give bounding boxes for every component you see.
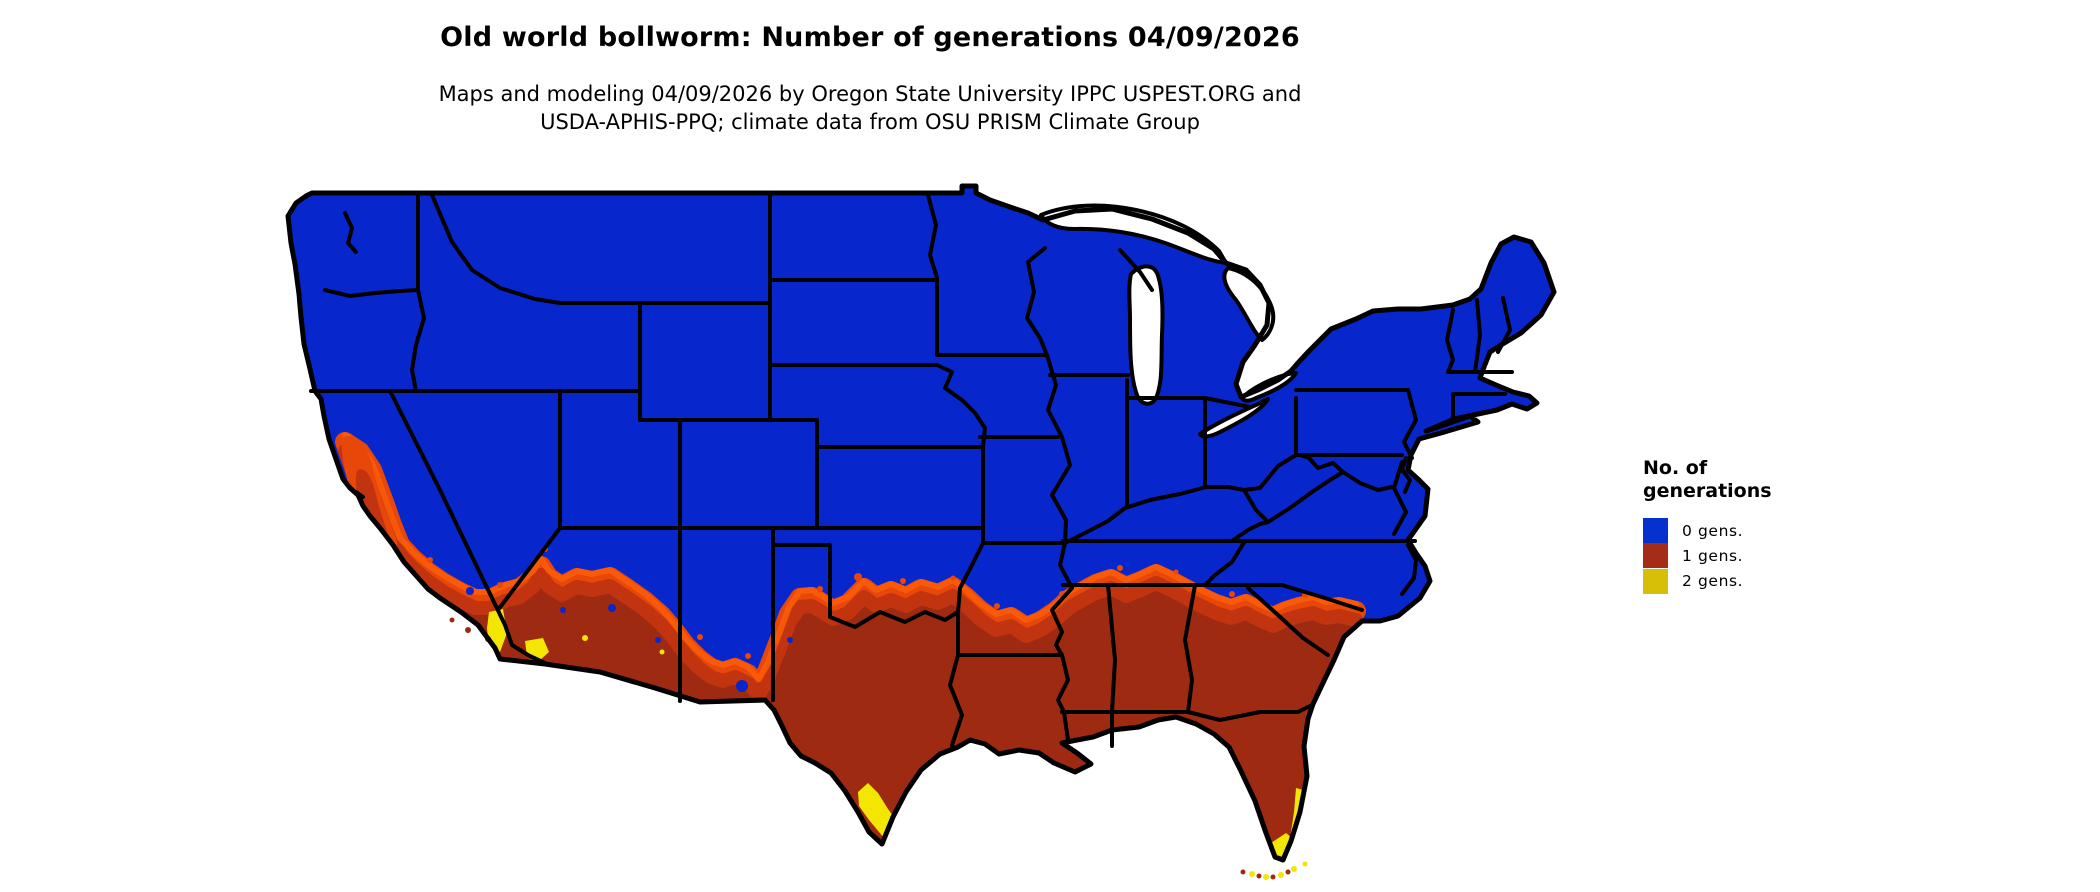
legend-title-line-1: No. of (1643, 457, 1708, 479)
legend-title-line-2: generations (1643, 480, 1772, 502)
legend-item-0-gens: 0 gens. (1643, 518, 1883, 544)
lake-superior (1039, 203, 1228, 265)
florida-keys-two-gen (1249, 861, 1308, 880)
legend-label-1-gens: 1 gens. (1682, 546, 1744, 565)
legend-swatch-2-gens (1643, 568, 1668, 594)
legend-item-2-gens: 2 gens. (1643, 568, 1883, 594)
subtitle-line-2: USDA-APHIS-PPQ; climate data from OSU PR… (540, 110, 1200, 134)
legend-item-1-gens: 1 gens. (1643, 543, 1883, 569)
legend-label-2-gens: 2 gens. (1682, 572, 1744, 591)
page-title: Old world bollworm: Number of generation… (440, 22, 1300, 53)
cool-pockets (466, 587, 793, 692)
legend-swatch-1-gens (1643, 543, 1668, 569)
legend-swatch-0-gens (1643, 518, 1668, 544)
page-subtitle: Maps and modeling 04/09/2026 by Oregon S… (0, 80, 1740, 136)
legend-label-0-gens: 0 gens. (1682, 521, 1744, 540)
subtitle-line-1: Maps and modeling 04/09/2026 by Oregon S… (438, 82, 1302, 106)
legend-title: No. of generations (1643, 457, 1883, 503)
map-legend: No. of generations 0 gens. 1 gens. 2 gen… (1643, 457, 1883, 594)
florida-keys-one-gen (1240, 869, 1291, 880)
lake-michigan (1127, 264, 1165, 406)
